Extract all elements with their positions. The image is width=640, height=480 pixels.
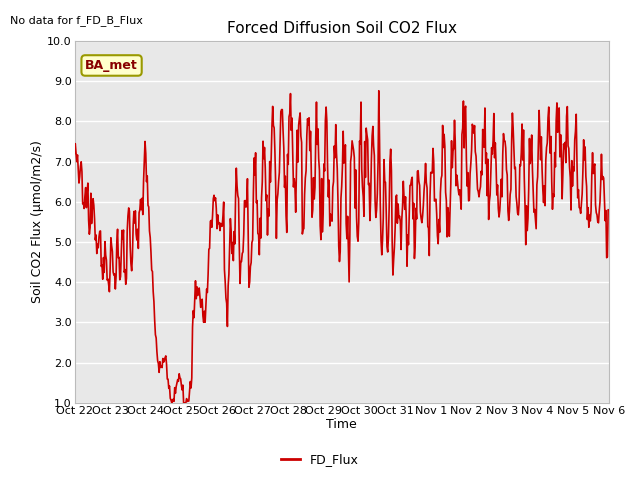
X-axis label: Time: Time [326,419,357,432]
Text: No data for f_FD_B_Flux: No data for f_FD_B_Flux [10,15,143,26]
Title: Forced Diffusion Soil CO2 Flux: Forced Diffusion Soil CO2 Flux [227,21,457,36]
Y-axis label: Soil CO2 Flux (μmol/m2/s): Soil CO2 Flux (μmol/m2/s) [31,141,44,303]
Legend: FD_Flux: FD_Flux [276,448,364,471]
Text: BA_met: BA_met [85,59,138,72]
